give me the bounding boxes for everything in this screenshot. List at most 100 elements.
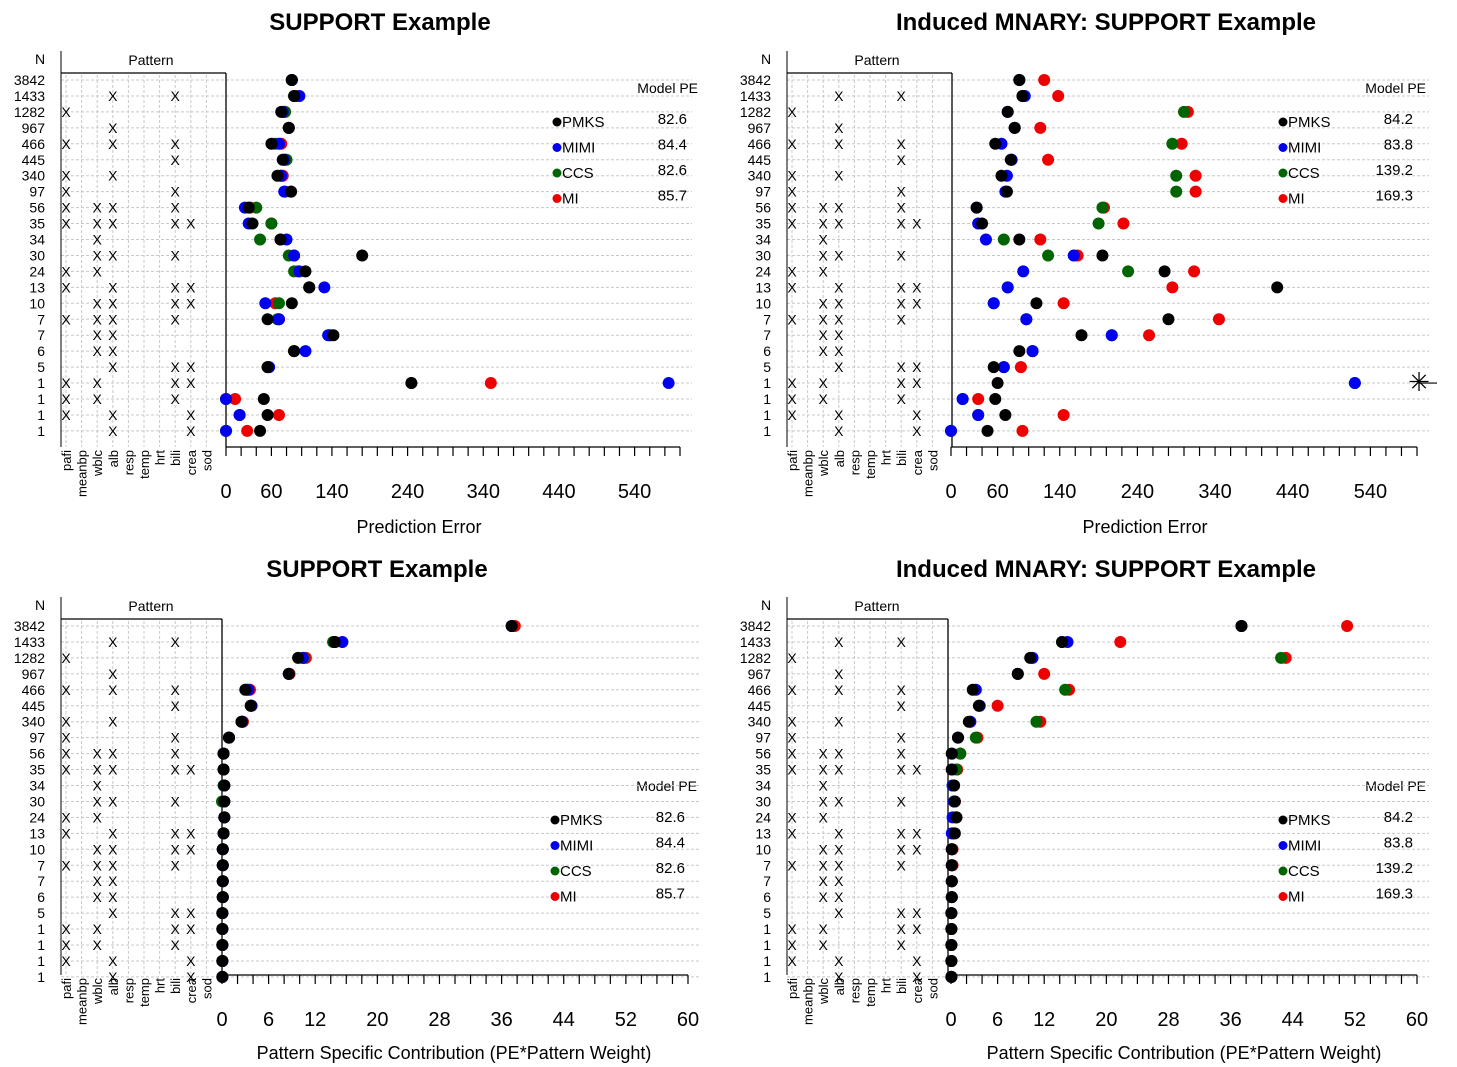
data-point-mi xyxy=(1114,635,1127,648)
pattern-mark: X xyxy=(819,200,829,216)
pattern-mark: X xyxy=(834,953,844,969)
data-point-pmks xyxy=(1013,233,1026,246)
pattern-mark: X xyxy=(108,841,118,857)
pattern-mark: X xyxy=(819,778,829,794)
legend-pe-value: 82.6 xyxy=(656,860,685,877)
pattern-mark: X xyxy=(108,168,118,184)
x-tick-label: 540 xyxy=(1354,481,1387,503)
pattern-mark: X xyxy=(93,857,103,873)
legend-dot-ccs xyxy=(552,168,562,178)
data-point-mi xyxy=(1189,185,1202,198)
pattern-mark: X xyxy=(61,136,71,152)
pattern-mark: X xyxy=(912,969,922,985)
pattern-mark: X xyxy=(186,359,196,375)
variable-label: sod xyxy=(199,978,214,999)
pattern-mark: X xyxy=(93,809,103,825)
n-value-label: 5 xyxy=(37,359,45,375)
pattern-mark: X xyxy=(819,889,829,905)
n-value-label: 445 xyxy=(22,152,46,168)
x-axis-label: Pattern Specific Contribution (PE*Patter… xyxy=(257,1043,652,1063)
pattern-mark: X xyxy=(93,921,103,937)
data-point-pmks xyxy=(217,827,230,840)
pattern-mark: X xyxy=(834,168,844,184)
n-value-label: 967 xyxy=(748,666,772,682)
pattern-mark: X xyxy=(912,295,922,311)
pattern-mark: X xyxy=(186,375,196,391)
legend-dot-ccs xyxy=(550,866,560,876)
variable-label: alb xyxy=(832,450,847,467)
pattern-mark: X xyxy=(834,120,844,136)
pattern-mark: X xyxy=(108,873,118,889)
x-tick-label: 0 xyxy=(216,1009,227,1031)
data-point-pmks xyxy=(1162,313,1175,326)
pattern-mark: X xyxy=(108,793,118,809)
variable-label: bili xyxy=(168,450,183,466)
x-tick-label: 140 xyxy=(1043,481,1076,503)
legend-series-name: PMKS xyxy=(562,114,605,131)
pattern-mark: X xyxy=(787,279,797,295)
n-value-label: 30 xyxy=(29,793,45,809)
pattern-mark: X xyxy=(61,216,71,232)
data-point-pmks xyxy=(299,265,312,278)
n-value-label: 1 xyxy=(763,391,771,407)
legend-series-name: MIMI xyxy=(560,838,593,855)
data-point-mi xyxy=(229,393,242,405)
panel-title: SUPPORT Example xyxy=(269,9,490,36)
panel-top-left: SUPPORT Example Prediction Error Model P… xyxy=(14,9,698,537)
pattern-mark: X xyxy=(834,88,844,104)
data-point-mi xyxy=(1038,667,1051,680)
data-point-pmks xyxy=(1056,635,1069,648)
n-value-label: 24 xyxy=(755,809,771,825)
n-value-label: 445 xyxy=(748,152,772,168)
data-point-pmks xyxy=(999,408,1012,421)
pattern-mark: X xyxy=(171,730,181,746)
variable-label: hrt xyxy=(879,450,894,466)
pattern-mark: X xyxy=(61,650,71,666)
pattern-mark: X xyxy=(61,184,71,200)
n-value-label: 967 xyxy=(748,120,772,136)
pattern-mark: X xyxy=(93,247,103,263)
data-point-pmks xyxy=(945,843,958,856)
pattern-mark: X xyxy=(186,825,196,841)
pattern-mark: X xyxy=(819,375,829,391)
pattern-mark: X xyxy=(897,152,907,168)
n-value-label: 1 xyxy=(763,921,771,937)
data-point-ccs xyxy=(1059,683,1072,696)
pattern-mark: X xyxy=(787,650,797,666)
x-tick-label: 20 xyxy=(1095,1009,1117,1031)
variable-label: resp xyxy=(121,450,136,475)
pattern-mark: X xyxy=(108,634,118,650)
data-point-pmks xyxy=(945,859,958,872)
pattern-mark: X xyxy=(108,423,118,439)
n-value-label: 3842 xyxy=(740,72,771,88)
x-tick-label: 60 xyxy=(986,481,1008,503)
pattern-mark: X xyxy=(186,905,196,921)
pattern-mark: X xyxy=(897,634,907,650)
legend-header: Model PE xyxy=(637,80,698,96)
pattern-mark: X xyxy=(171,698,181,714)
data-point-ccs xyxy=(1166,137,1179,150)
pattern-mark: X xyxy=(787,263,797,279)
pattern-mark: X xyxy=(897,937,907,953)
data-point-pmks xyxy=(216,907,229,920)
n-value-label: 30 xyxy=(755,793,771,809)
pattern-mark: X xyxy=(186,953,196,969)
pattern-mark: X xyxy=(912,216,922,232)
variable-label: temp xyxy=(137,978,152,1007)
pattern-mark: X xyxy=(108,825,118,841)
data-point-mi xyxy=(1212,313,1225,326)
pattern-mark: X xyxy=(93,295,103,311)
pattern-mark: X xyxy=(834,407,844,423)
n-value-label: 340 xyxy=(748,168,772,184)
legend-header: Model PE xyxy=(1365,778,1426,794)
data-point-pmks xyxy=(254,424,267,437)
x-tick-label: 60 xyxy=(677,1009,699,1031)
variable-label: resp xyxy=(847,978,862,1003)
pattern-mark: X xyxy=(93,889,103,905)
data-point-pmks xyxy=(356,249,369,262)
legend-series-name: CCS xyxy=(1288,863,1320,880)
pattern-mark: X xyxy=(93,841,103,857)
data-point-mi xyxy=(1117,217,1130,230)
data-point-pmks xyxy=(945,747,958,760)
pattern-mark: X xyxy=(834,746,844,762)
